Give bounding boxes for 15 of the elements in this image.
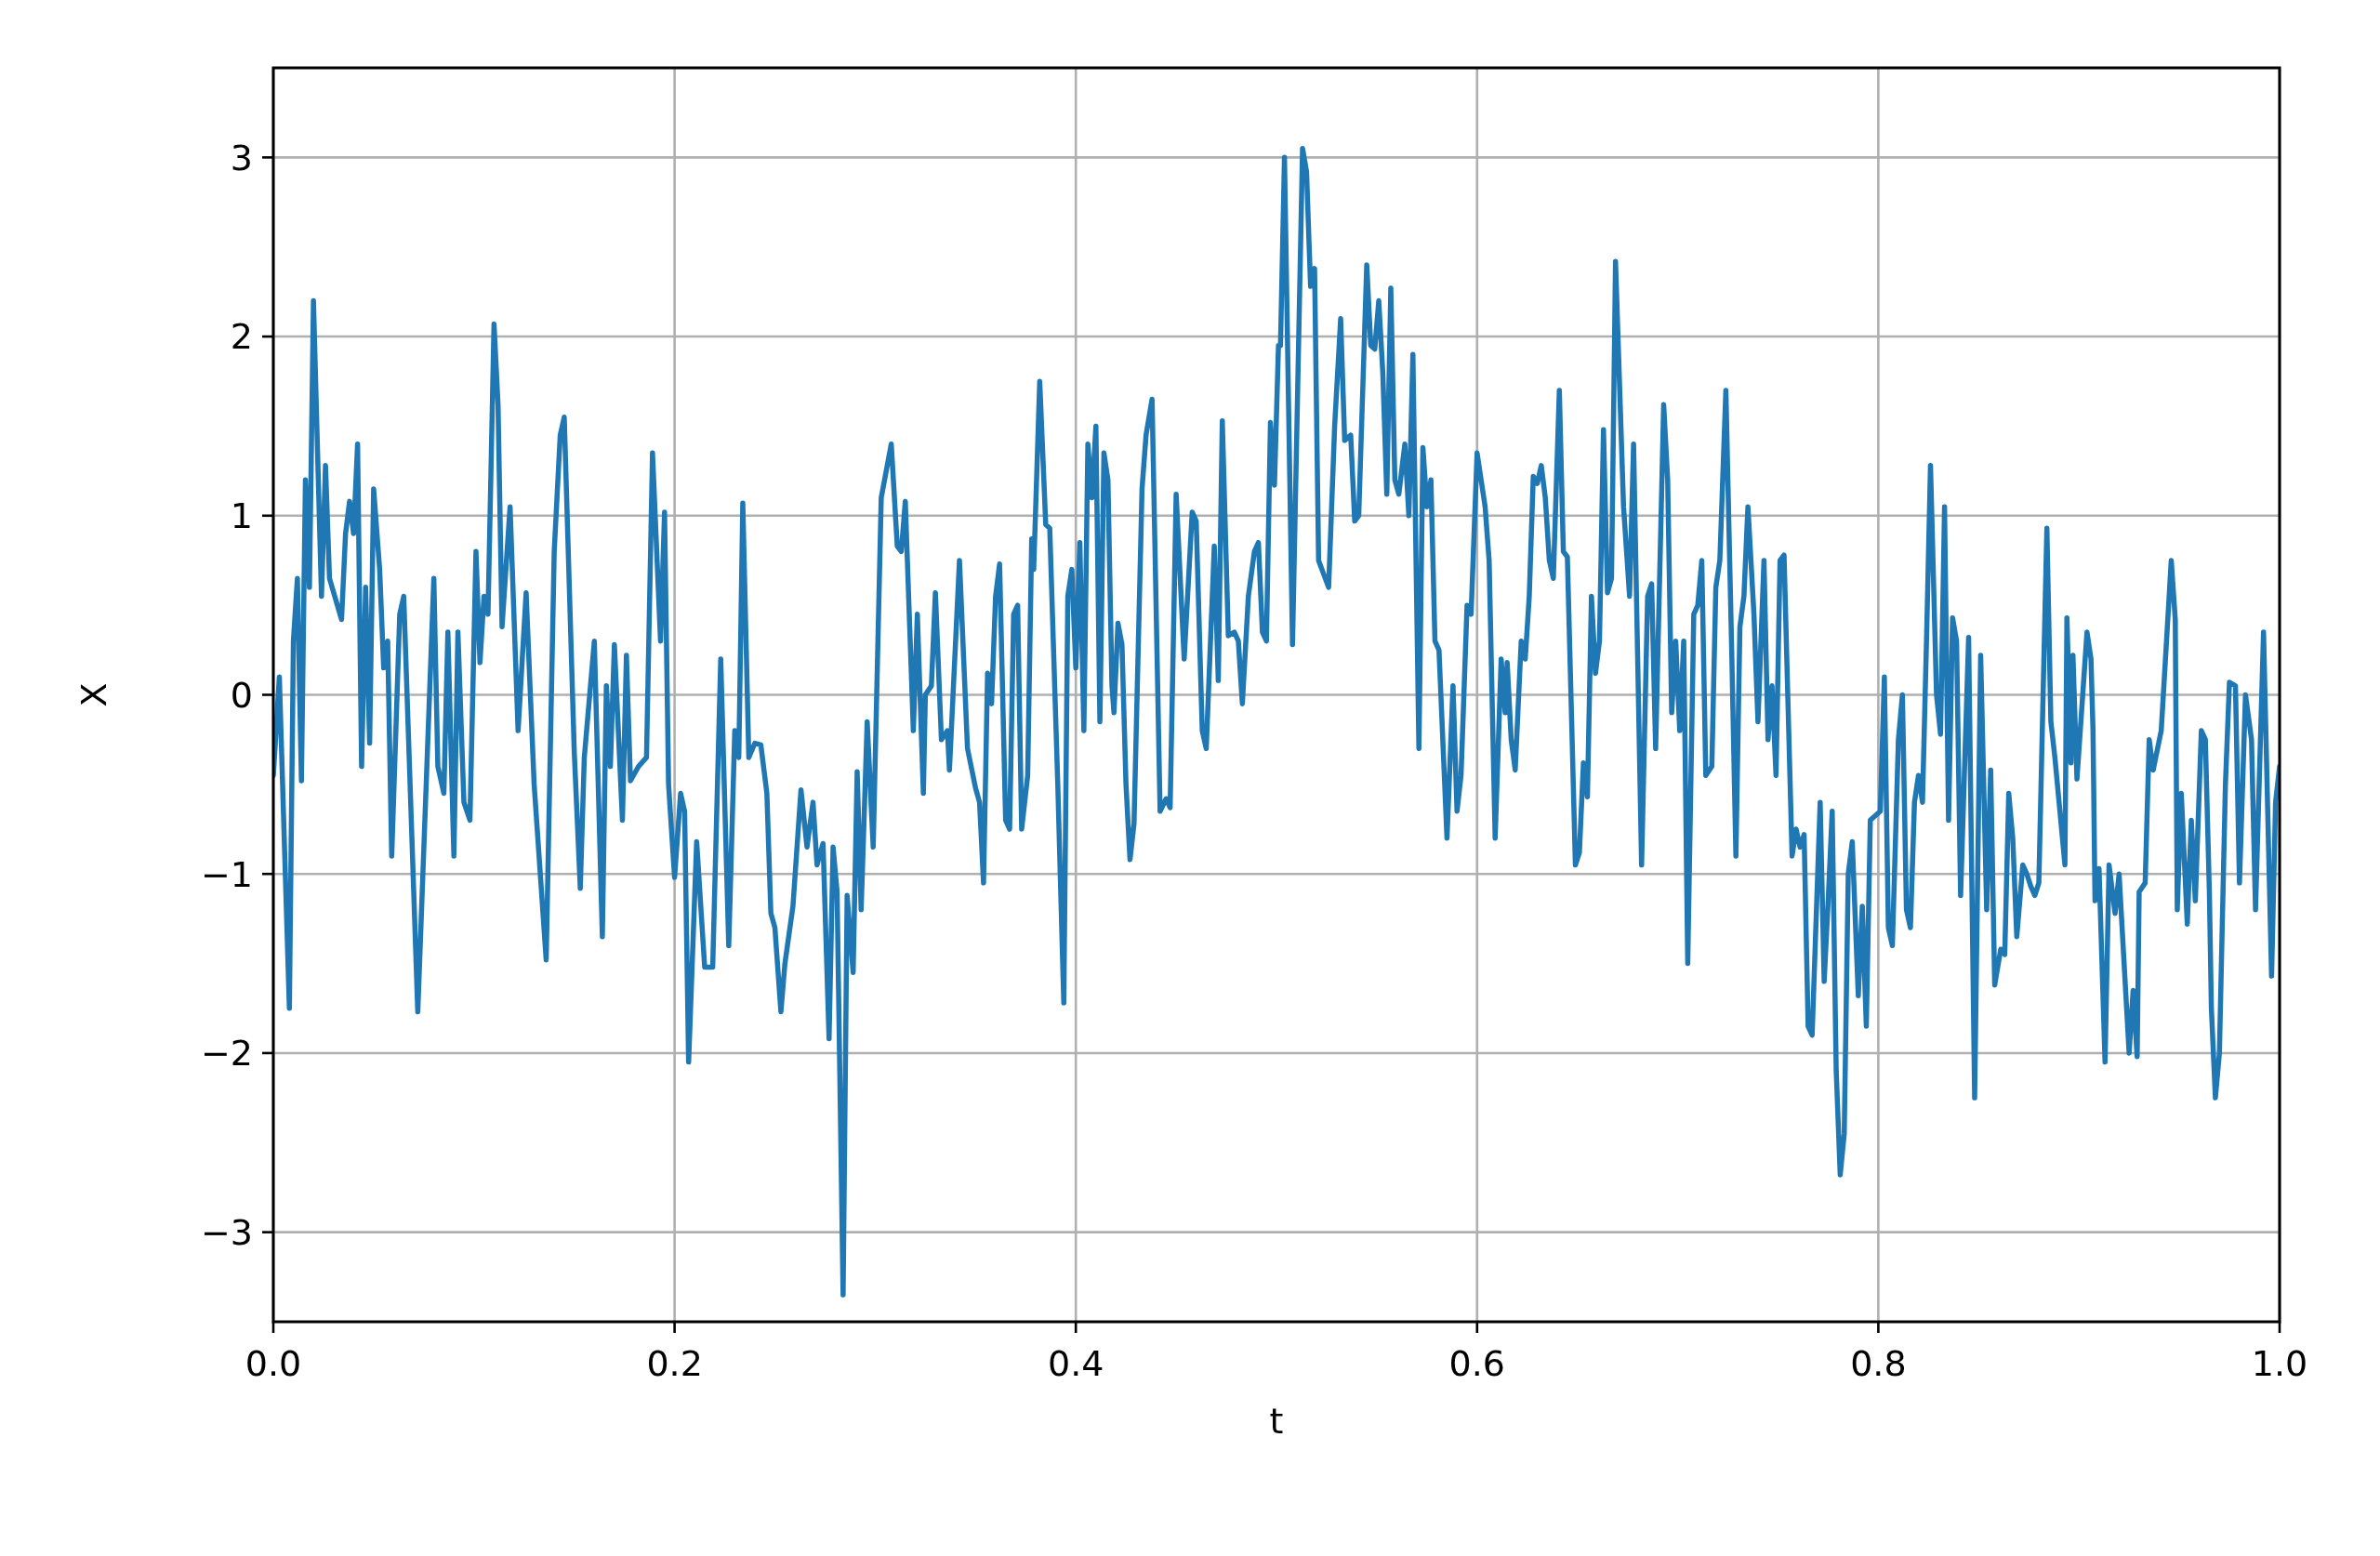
x-axis-title: t <box>1269 1401 1284 1442</box>
x-tick-label: 1.0 <box>2251 1343 2308 1384</box>
x-tick-label: 0.6 <box>1448 1343 1506 1384</box>
y-tick-label: −2 <box>200 1033 253 1075</box>
y-tick-label: 1 <box>230 495 253 537</box>
y-tick-label: −3 <box>200 1211 253 1253</box>
y-tick-label: −1 <box>200 853 253 895</box>
y-axis-title: X <box>73 682 114 707</box>
x-tick-label: 0.0 <box>245 1343 302 1384</box>
x-tick-label: 0.4 <box>1047 1343 1104 1384</box>
x-tick-label: 0.8 <box>1850 1343 1907 1384</box>
y-tick-label: 2 <box>230 316 253 358</box>
x-tick-label: 0.2 <box>646 1343 703 1384</box>
y-tick-label: 3 <box>230 137 253 178</box>
y-tick-label: 0 <box>230 674 253 716</box>
